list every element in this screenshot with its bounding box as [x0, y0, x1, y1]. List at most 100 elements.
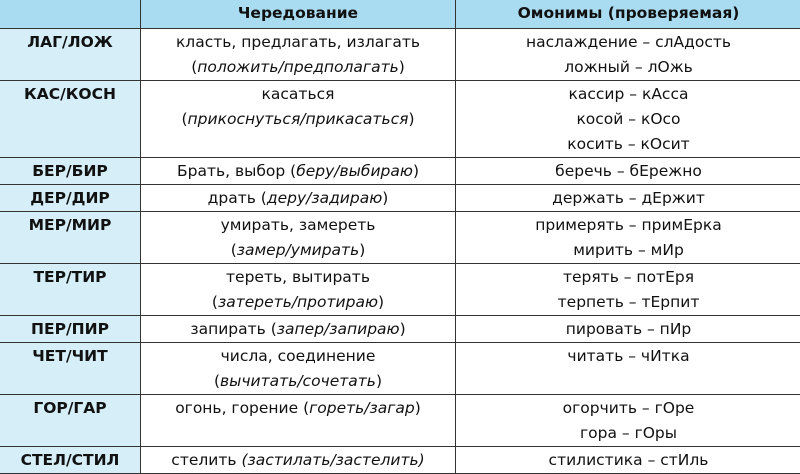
homonym-line: терпеть – тЕрпит [456, 290, 800, 315]
example-words: прикоснуться/прикасаться [188, 110, 409, 128]
example-words: затереть/протираю [218, 293, 378, 311]
alternation-text: ) [399, 58, 405, 76]
alternation-line: Брать, выбор (беру/выбираю) [141, 159, 455, 184]
alternation-line: (прикоснуться/прикасаться) [141, 107, 455, 132]
alternation-text: ) [359, 241, 365, 259]
alternation-line: стелить (застилать/застелить) [141, 448, 455, 473]
alternation-text: огонь, горение ( [175, 399, 309, 417]
homonym-line: косой – кОсо [456, 107, 800, 132]
table-header-row: Чередование Омонимы (проверяемая) [0, 0, 800, 29]
table-row: КАС/КОСН касаться (прикоснуться/прикасатьс… [0, 81, 800, 158]
example-words: (застилать/застелить) [241, 451, 424, 469]
root-cell: МЕР/МИР [0, 212, 141, 264]
homonym-line: кассир – кАсса [456, 82, 800, 107]
root-cell: ЛАГ/ЛОЖ [0, 29, 141, 81]
alternation-text: ) [382, 189, 388, 207]
homonym-line: читать – чИтка [456, 344, 800, 369]
alternation-line: класть, предлагать, излагать [141, 30, 455, 55]
root-cell: ДЕР/ДИР [0, 185, 141, 212]
homonym-line: стилистика – стИль [456, 448, 800, 473]
alternation-line: (затереть/протираю) [141, 290, 455, 315]
table-row: ЛАГ/ЛОЖ класть, предлагать, излагать (поло… [0, 29, 800, 81]
alternation-text: ) [413, 162, 419, 180]
homonym-line: примерять – примЕрка [456, 213, 800, 238]
alternation-text: ) [400, 320, 406, 338]
alternation-text: умирать, замереть [221, 216, 376, 234]
alternation-cell: огонь, горение (гореть/загар) [141, 395, 456, 447]
alternation-text: запирать ( [190, 320, 276, 338]
homonym-line: ложный – лОжь [456, 55, 800, 80]
example-words: положить/предполагать [197, 58, 399, 76]
homonym-line: огорчить – гОре [456, 396, 800, 421]
alternation-text: Брать, выбор ( [177, 162, 296, 180]
alternation-text: ) [378, 293, 384, 311]
header-homonyms: Омонимы (проверяемая) [456, 0, 800, 29]
alternation-line: тереть, вытирать [141, 265, 455, 290]
homonym-line: косить – кОсит [456, 132, 800, 157]
table-row: МЕР/МИР умирать, замереть (замер/умирать)п… [0, 212, 800, 264]
alternation-text: касаться [262, 85, 335, 103]
example-words: запер/запираю [277, 320, 400, 338]
alternation-line: драть (деру/задираю) [141, 186, 455, 211]
header-alternation: Чередование [141, 0, 456, 29]
alternation-cell: класть, предлагать, излагать (положить/пр… [141, 29, 456, 81]
root-cell: ТЕР/ТИР [0, 264, 141, 316]
homonym-line: беречь – бЕрежно [456, 159, 800, 184]
root-cell: ГОР/ГАР [0, 395, 141, 447]
alternation-line: запирать (запер/запираю) [141, 317, 455, 342]
alternation-line: числа, соединение [141, 344, 455, 369]
table-row: ТЕР/ТИР тереть, вытирать (затереть/протира… [0, 264, 800, 316]
alternation-text: драть ( [208, 189, 267, 207]
homonym-line: терять – потЕря [456, 265, 800, 290]
alternation-cell: стелить (застилать/застелить) [141, 447, 456, 474]
header-root [0, 0, 141, 29]
homonym-line: гора – гОры [456, 421, 800, 446]
alternation-text: числа, соединение [221, 347, 376, 365]
alternation-line: касаться [141, 82, 455, 107]
alternation-cell: умирать, замереть (замер/умирать) [141, 212, 456, 264]
alternation-text: ) [408, 110, 414, 128]
alternation-line: огонь, горение (гореть/загар) [141, 396, 455, 421]
homonyms-cell: беречь – бЕрежно [456, 158, 800, 185]
homonym-line: мирить – мИр [456, 238, 800, 263]
root-cell: БЕР/БИР [0, 158, 141, 185]
homonym-line: держать – дЕржит [456, 186, 800, 211]
alternation-cell: драть (деру/задираю) [141, 185, 456, 212]
homonym-line: пировать – пИр [456, 317, 800, 342]
root-cell: КАС/КОСН [0, 81, 141, 158]
homonyms-cell: читать – чИтка [456, 343, 800, 395]
example-words: деру/задираю [267, 189, 382, 207]
alternation-line: (положить/предполагать) [141, 55, 455, 80]
homonyms-cell: пировать – пИр [456, 316, 800, 343]
example-words: гореть/загар [309, 399, 415, 417]
alternation-cell: Брать, выбор (беру/выбираю) [141, 158, 456, 185]
alternation-text: ) [415, 399, 421, 417]
alternation-text: ) [376, 372, 382, 390]
alternation-cell: тереть, вытирать (затереть/протираю) [141, 264, 456, 316]
alternation-line: (замер/умирать) [141, 238, 455, 263]
homonyms-cell: стилистика – стИль [456, 447, 800, 474]
alternation-text: класть, предлагать, излагать [176, 33, 420, 51]
example-words: беру/выбираю [296, 162, 413, 180]
root-cell: СТЕЛ/СТИЛ [0, 447, 141, 474]
alternation-text: стелить [171, 451, 241, 469]
example-words: замер/умирать [237, 241, 359, 259]
alternation-text: тереть, вытирать [226, 268, 370, 286]
homonyms-cell: держать – дЕржит [456, 185, 800, 212]
homonym-line: наслаждение – слАдость [456, 30, 800, 55]
alternation-line: умирать, замереть [141, 213, 455, 238]
root-cell: ЧЕТ/ЧИТ [0, 343, 141, 395]
example-words: вычитать/сочетать [220, 372, 376, 390]
alternation-cell: касаться (прикоснуться/прикасаться) [141, 81, 456, 158]
alternation-cell: числа, соединение(вычитать/сочетать) [141, 343, 456, 395]
